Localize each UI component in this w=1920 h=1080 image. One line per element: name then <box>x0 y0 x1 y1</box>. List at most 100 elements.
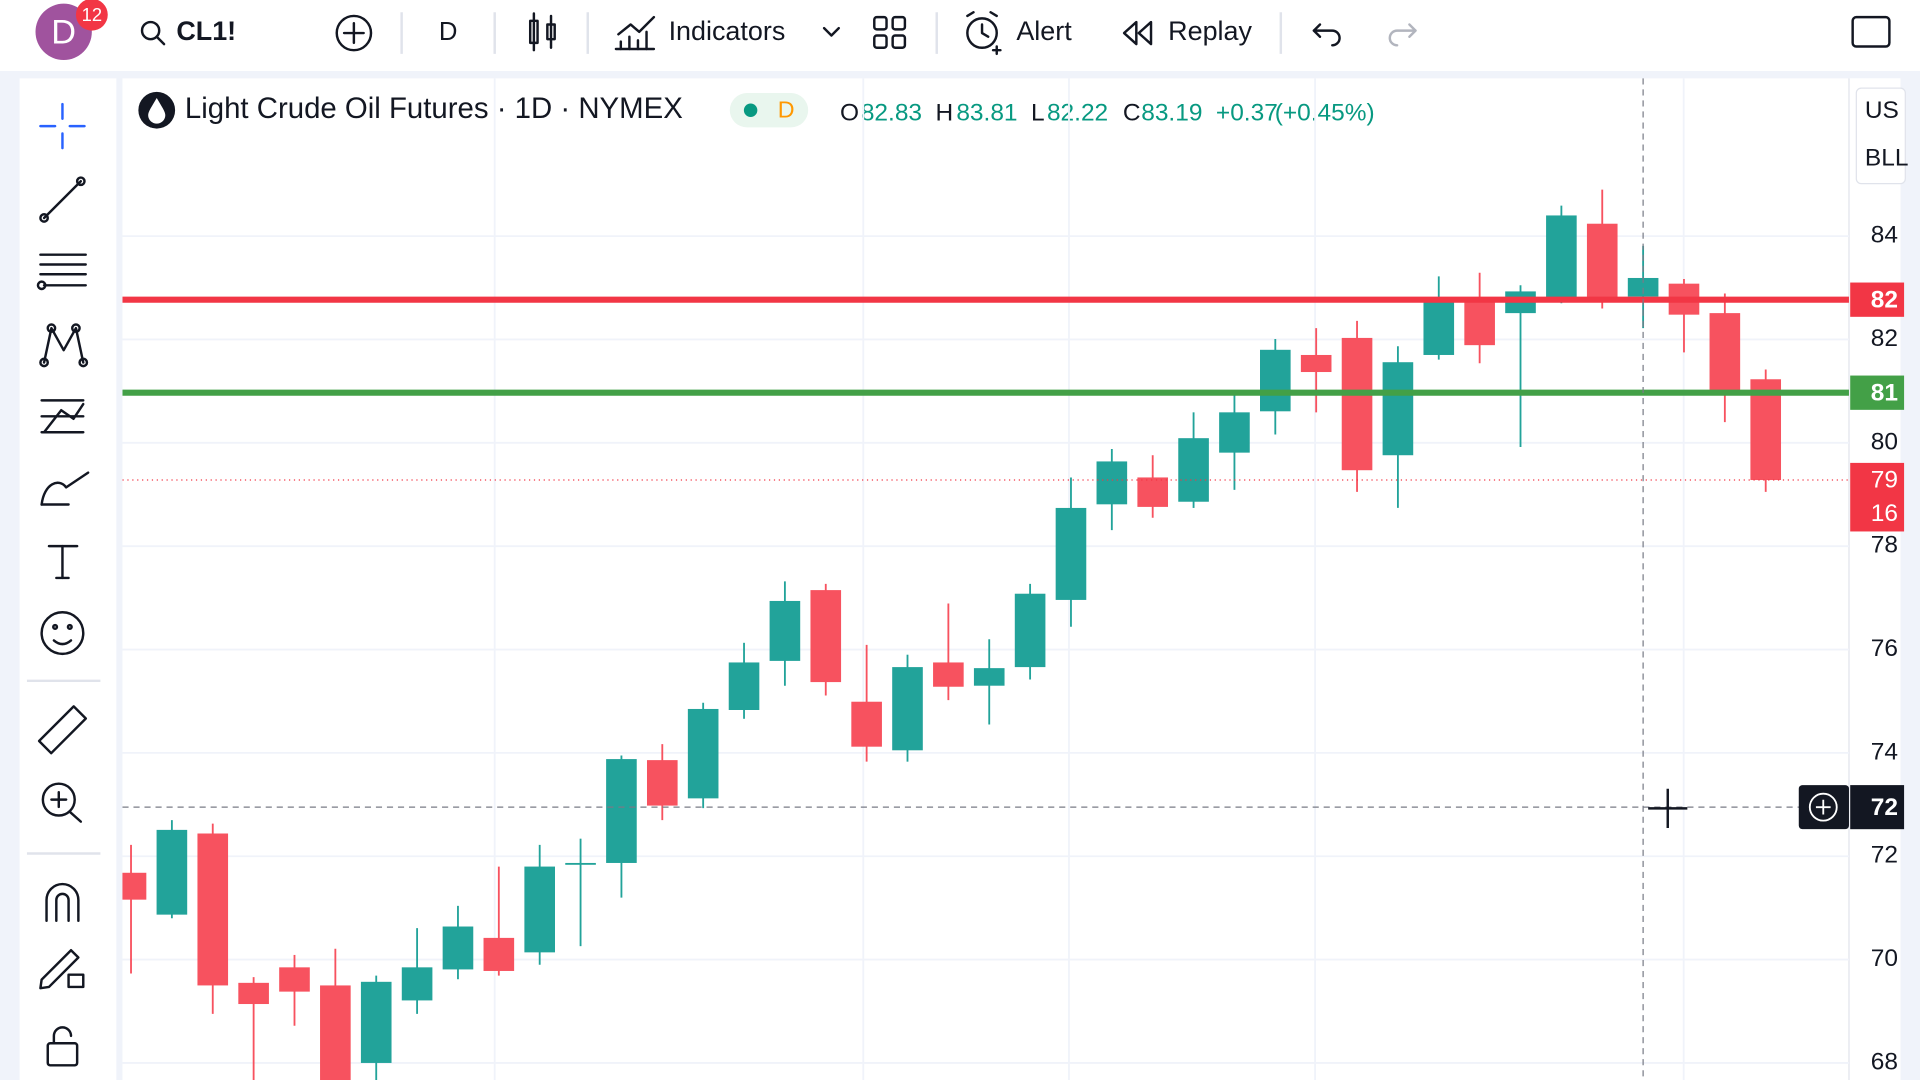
price-label-box <box>1850 282 1905 317</box>
price-label: 81 <box>1871 379 1898 406</box>
search-icon[interactable] <box>140 20 166 46</box>
replay-button[interactable]: Replay <box>1168 16 1252 46</box>
prediction-tool[interactable] <box>40 399 85 434</box>
interval[interactable]: D <box>439 18 458 46</box>
candle-body <box>1178 438 1209 502</box>
candle-body <box>565 862 596 865</box>
currency-box[interactable] <box>1855 87 1906 185</box>
candle-body <box>442 926 474 970</box>
brush-tool[interactable] <box>40 471 90 506</box>
zoom-tool[interactable] <box>41 782 83 823</box>
candle-body <box>769 600 801 661</box>
candle-body <box>1464 299 1495 346</box>
candle-body <box>1055 507 1087 600</box>
fullscreen-icon[interactable] <box>1851 15 1891 48</box>
low-label: L <box>1031 99 1045 126</box>
text-tool[interactable] <box>47 544 79 580</box>
open-value: 82.83 <box>861 99 922 126</box>
candle-body <box>606 759 637 863</box>
redo-icon[interactable] <box>1388 23 1417 47</box>
symbol[interactable]: CL1! <box>176 16 236 46</box>
emoji-tool[interactable] <box>40 611 85 656</box>
countdown-label: 16 <box>1871 500 1898 527</box>
last-price-box <box>1850 462 1905 532</box>
candle-body <box>810 590 842 683</box>
chart-type-icon[interactable] <box>528 12 556 52</box>
crosshair-plus-icon <box>1808 792 1838 822</box>
indicators-button[interactable]: Indicators <box>669 16 786 46</box>
candle-body <box>360 981 392 1063</box>
lock-tool[interactable] <box>46 1026 79 1067</box>
candle-body <box>1260 349 1291 412</box>
chart-pane <box>122 78 1901 1080</box>
indicators-icon[interactable] <box>614 15 656 51</box>
status-pill[interactable] <box>729 93 809 128</box>
candle-body <box>1014 593 1046 668</box>
crosshair-tool[interactable] <box>39 102 86 150</box>
status-dot <box>743 103 758 117</box>
high-value: 83.81 <box>956 99 1017 126</box>
logo-drop <box>148 97 166 124</box>
notification-badge <box>75 0 108 31</box>
high-label: H <box>936 99 954 126</box>
unit-label: BLL <box>1865 145 1909 172</box>
candle-body <box>238 982 269 1005</box>
close-value: 83.19 <box>1141 99 1202 126</box>
chevron[interactable] <box>822 26 840 37</box>
candle-body <box>973 668 1005 686</box>
replay-icon[interactable] <box>1122 20 1153 46</box>
last-price-label: 79 <box>1871 467 1898 494</box>
y-tick-label: 76 <box>1871 635 1898 662</box>
candle-body <box>1341 337 1373 471</box>
y-tick-label: 82 <box>1871 325 1898 352</box>
candle-body <box>933 662 964 687</box>
candle-body <box>279 967 310 992</box>
candle-body <box>1096 461 1128 505</box>
magnet-tool[interactable] <box>45 882 80 923</box>
candle-body <box>851 701 882 747</box>
candle-body <box>1219 412 1250 453</box>
candle-body <box>483 937 515 971</box>
candle-body <box>687 708 719 799</box>
candle-body <box>1750 379 1782 481</box>
candle-body <box>1627 277 1659 297</box>
y-tick-label: 70 <box>1871 945 1898 972</box>
ruler-tool[interactable] <box>37 705 88 755</box>
y-tick-label: 72 <box>1871 842 1898 869</box>
layout-icon[interactable] <box>873 15 907 49</box>
lock-drawing-tool[interactable] <box>39 948 85 990</box>
compare-icon[interactable] <box>335 14 373 52</box>
trend-line-tool[interactable] <box>39 176 86 223</box>
crosshair-plus-sign <box>1815 799 1831 815</box>
price-scale <box>1848 78 1901 1080</box>
change: +0.37 <box>1216 99 1278 126</box>
undo-icon[interactable] <box>1312 23 1341 47</box>
candle-body <box>1709 313 1741 395</box>
fib-tool[interactable] <box>36 253 87 291</box>
close-label: C <box>1123 99 1141 126</box>
candle-body <box>646 760 678 806</box>
y-tick-label: 84 <box>1871 222 1898 249</box>
candle-body <box>524 866 555 953</box>
candle-body <box>892 667 923 751</box>
candle-body <box>1586 223 1618 300</box>
alert-button[interactable]: Alert <box>1016 16 1072 46</box>
candle-body <box>156 829 188 915</box>
price-label: 82 <box>1871 286 1898 313</box>
mouse-cursor <box>1648 788 1688 828</box>
badge-count: 12 <box>82 4 102 25</box>
candle-body <box>1546 215 1577 298</box>
low-value: 82.22 <box>1047 99 1108 126</box>
candle-body <box>1382 362 1414 456</box>
pattern-tool[interactable] <box>39 323 89 368</box>
ohlc-legend: O 82.83 H 83.81 L 82.22 C 83.19 +0.37 (+… <box>840 99 1375 126</box>
symbol-title: Light Crude Oil Futures · 1D · NYMEX <box>185 92 683 125</box>
alert-icon[interactable] <box>966 11 1002 56</box>
candle-body <box>320 985 351 1080</box>
y-tick-label: 68 <box>1871 1048 1898 1075</box>
candle-body <box>1300 354 1332 373</box>
candle-body <box>401 967 433 1001</box>
open-label: O <box>840 99 859 126</box>
candle-body <box>197 833 229 986</box>
